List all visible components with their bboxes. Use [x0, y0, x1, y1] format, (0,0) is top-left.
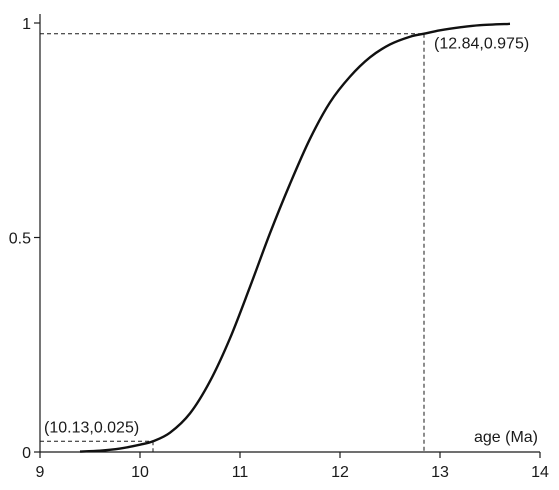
annotation-lower: (10.13,0.025) [44, 419, 139, 436]
cdf-curve [79, 22, 511, 453]
y-tick-label: 0 [22, 445, 31, 462]
x-axis-label: age (Ma) [474, 429, 538, 446]
annotation-upper: (12.84,0.975) [434, 36, 529, 53]
y-tick-label: 0.5 [9, 231, 31, 248]
y-tick-label: 1 [22, 16, 31, 33]
x-tick-label: 13 [431, 464, 449, 481]
series-layer [79, 22, 511, 453]
x-tick-label: 11 [232, 464, 249, 481]
labels: 9 10 11 12 13 14 0 0.5 1 (10.13,0.025) (12.84,0.97… [9, 16, 549, 481]
x-tick-label: 9 [36, 464, 45, 481]
x-tick-label: 10 [131, 464, 149, 481]
x-tick-label: 12 [331, 464, 349, 481]
guide-lines [40, 33, 425, 452]
x-tick-label: 14 [531, 464, 549, 481]
axes [34, 14, 541, 458]
